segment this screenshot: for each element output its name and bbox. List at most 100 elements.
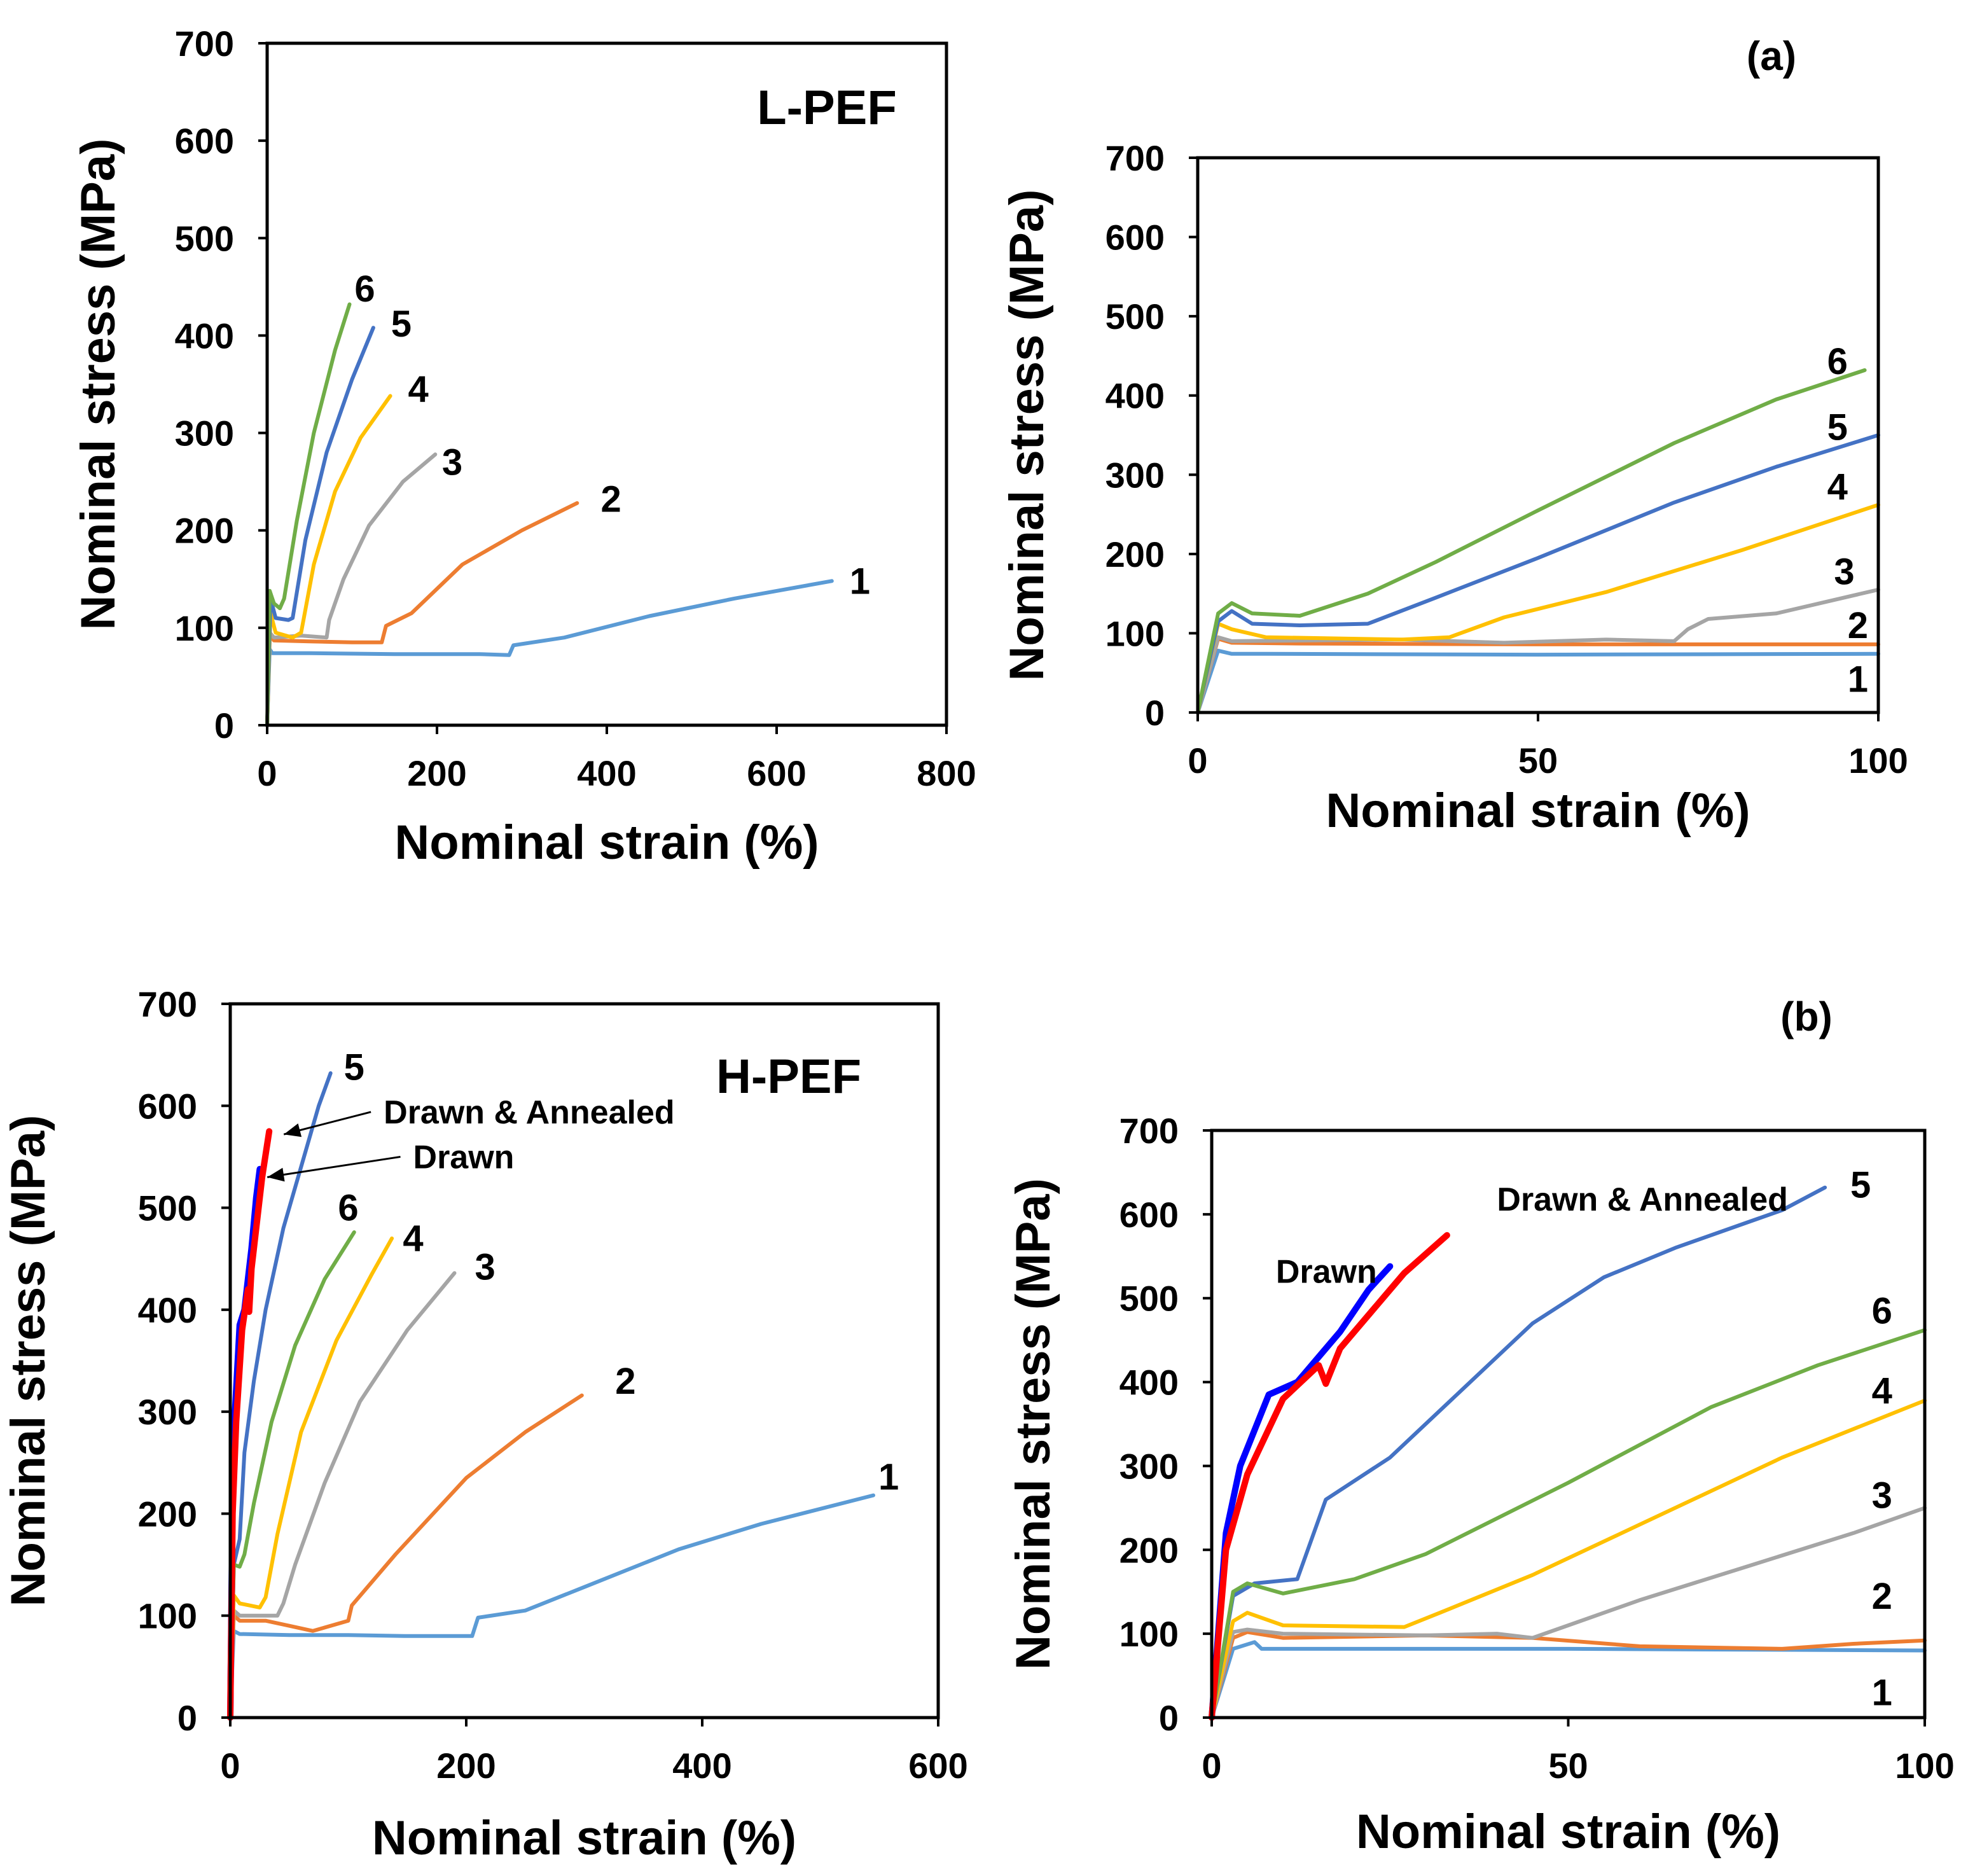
x-axis-label: Nominal strain (%) <box>1326 784 1750 838</box>
y-tick-label: 400 <box>1105 376 1165 416</box>
y-tick-label: 400 <box>175 316 234 356</box>
y-tick-label: 500 <box>175 218 234 258</box>
x-tick-label: 400 <box>672 1746 731 1786</box>
series-label-2: 2 <box>1872 1576 1892 1617</box>
x-tick-label: 600 <box>747 753 806 793</box>
y-tick-label: 600 <box>1105 218 1165 258</box>
series-label-4: 4 <box>1872 1370 1892 1412</box>
y-axis-label: Nominal stress (MPa) <box>1 1115 55 1607</box>
x-tick-label: 600 <box>908 1746 967 1786</box>
series-6-line <box>1196 368 1867 714</box>
series-label-5: 5 <box>391 303 412 345</box>
series-1-line <box>228 1493 875 1720</box>
series-label-3: 3 <box>1872 1475 1892 1517</box>
series-label-1: 1 <box>850 560 870 602</box>
series-label-2: 2 <box>601 479 621 520</box>
chart-a-zoom: 0 100 200 300 400 500 600 700 0 50 100 Nominal stra… <box>1000 138 1908 838</box>
x-tick-label: 100 <box>1848 740 1908 781</box>
annotation-arrow-head <box>267 1167 285 1182</box>
series-label-1: 1 <box>1872 1672 1892 1713</box>
y-tick-label: 500 <box>138 1188 197 1228</box>
series-label-2: 2 <box>1848 605 1868 646</box>
series-4-line <box>228 1236 394 1720</box>
x-axis-label: Nominal strain (%) <box>372 1811 796 1865</box>
series-1-line <box>265 579 834 727</box>
series-2-line <box>228 1393 584 1720</box>
annotation-drawn-annealed: Drawn & Annealed <box>384 1094 675 1131</box>
series-label-3: 3 <box>1834 551 1854 592</box>
y-tick-label: 600 <box>1119 1195 1179 1235</box>
series-6-line <box>1210 1328 1927 1720</box>
series-label-6: 6 <box>1827 341 1848 382</box>
series-label-5: 5 <box>1850 1165 1871 1206</box>
y-tick-label: 0 <box>214 705 234 746</box>
y-tick-label: 500 <box>1105 296 1165 337</box>
y-tick-label: 100 <box>1105 613 1165 653</box>
y-tick-label: 300 <box>138 1392 197 1432</box>
y-axis-label: Nominal stress (MPa) <box>1006 1178 1060 1670</box>
series-6-line <box>228 1230 356 1720</box>
series-4-line <box>1196 503 1880 714</box>
y-tick-label: 600 <box>175 121 234 161</box>
y-tick-label: 300 <box>1105 455 1165 495</box>
y-tick-label: 400 <box>1119 1363 1179 1403</box>
y-tick-label: 700 <box>1119 1111 1179 1151</box>
plot-frame <box>1196 156 1880 714</box>
annotation-drawn-annealed: Drawn & Annealed <box>1497 1181 1788 1218</box>
series-label-4: 4 <box>403 1218 423 1260</box>
y-axis-label: Nominal stress (MPa) <box>1000 190 1054 681</box>
series-2-line <box>265 501 579 727</box>
y-tick-label: 0 <box>177 1698 197 1738</box>
y-tick-label: 200 <box>138 1494 197 1534</box>
y-tick-label: 300 <box>1119 1446 1179 1486</box>
series-label-1: 1 <box>878 1457 899 1498</box>
x-tick-label: 0 <box>220 1746 240 1786</box>
plot-frame <box>1210 1129 1927 1720</box>
y-tick-label: 300 <box>175 413 234 454</box>
y-tick-label: 600 <box>138 1086 197 1126</box>
series-5-line <box>265 326 375 727</box>
y-tick-label: 500 <box>1119 1279 1179 1319</box>
series-label-5: 5 <box>1827 407 1848 448</box>
series-label-3: 3 <box>442 442 462 483</box>
series-label-6: 6 <box>1872 1290 1892 1331</box>
series-label-1: 1 <box>1848 659 1868 700</box>
y-tick-label: 100 <box>175 608 234 648</box>
x-axis-label: Nominal strain (%) <box>394 816 819 870</box>
y-tick-label: 100 <box>1119 1614 1179 1654</box>
series-5-line <box>1210 1185 1827 1720</box>
series-drawn-annealed-line <box>1209 1232 1450 1721</box>
y-tick-label: 200 <box>1119 1530 1179 1570</box>
plot-frame <box>228 1002 940 1720</box>
panel-label-b: (b) <box>1780 994 1833 1039</box>
chart-b-zoom: 0 100 200 300 400 500 600 700 0 50 100 Nominal stra… <box>1006 1111 1955 1859</box>
x-tick-label: 100 <box>1895 1746 1954 1786</box>
x-tick-label: 0 <box>1202 1746 1221 1786</box>
series-3-line <box>228 1271 457 1720</box>
plot-frame <box>265 41 948 727</box>
annotation-arrow-line <box>267 1155 401 1178</box>
x-axis-label: Nominal strain (%) <box>1356 1805 1780 1859</box>
annotation-drawn: Drawn <box>413 1139 515 1176</box>
annotation-drawn: Drawn <box>1276 1254 1377 1291</box>
series-label-4: 4 <box>408 369 428 410</box>
series-1-line <box>1210 1640 1927 1720</box>
series-label-3: 3 <box>475 1247 495 1288</box>
y-tick-label: 100 <box>138 1596 197 1636</box>
series-label-6: 6 <box>338 1188 358 1229</box>
series-5-line <box>228 1071 333 1720</box>
series-label-2: 2 <box>615 1361 635 1402</box>
series-6-line <box>265 302 352 727</box>
series-3-line <box>1196 587 1880 714</box>
chart-b-full: 0 100 200 300 400 500 600 700 0 200 400 600 Nominal … <box>1 984 968 1865</box>
y-axis-label: Nominal stress (MPa) <box>71 139 125 630</box>
series-4-line <box>265 394 392 727</box>
series-2-line <box>1196 637 1880 714</box>
y-tick-label: 700 <box>138 984 197 1024</box>
x-tick-label: 0 <box>1188 740 1207 781</box>
series-drawn-annealed-line <box>227 1128 273 1721</box>
x-tick-label: 0 <box>257 753 277 793</box>
x-tick-label: 50 <box>1548 1746 1588 1786</box>
y-tick-label: 200 <box>175 511 234 551</box>
